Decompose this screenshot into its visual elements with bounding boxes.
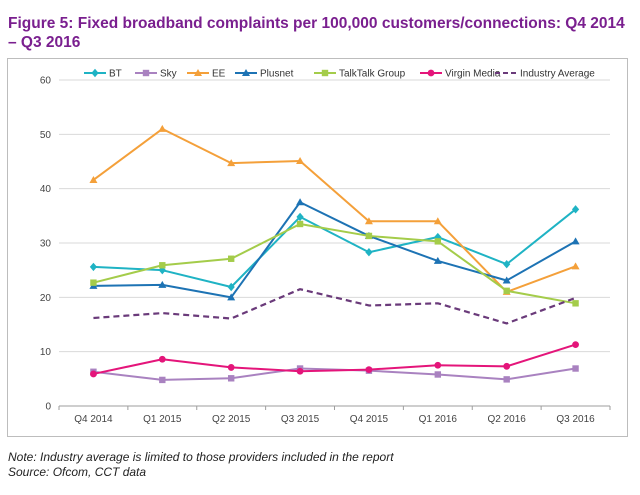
source-text: Source: Ofcom, CCT data [8,465,147,479]
legend-label-bt: BT [109,69,122,80]
data-point-sky [159,376,166,384]
legend-label-ee: EE [212,69,226,80]
data-point-ee [571,262,580,270]
data-point-virgin-media [90,370,97,378]
x-tick-label: Q2 2016 [488,414,527,425]
legend-marker-ee [194,69,202,76]
data-point-virgin-media [227,364,235,371]
x-tick-label: Q3 2016 [556,414,595,425]
data-point-talktalk-group [159,262,166,269]
note-text: Note: Industry average is limited to tho… [8,450,394,464]
data-point-talktalk-group [572,300,579,307]
data-point-virgin-media [503,362,511,370]
data-point-talktalk-group [503,287,510,295]
data-point-bt [503,259,511,269]
y-tick-label: 20 [40,293,52,304]
data-point-bt [227,282,235,292]
data-point-plusnet [296,198,305,206]
legend-label-virgin-media: Virgin Media [445,69,501,80]
data-point-bt [89,262,98,272]
data-point-plusnet [502,276,511,284]
chart-notes: Note: Industry average is limited to tho… [8,450,394,480]
legend-label-sky: Sky [160,69,177,80]
x-tick-label: Q4 2015 [350,414,389,425]
data-point-ee [364,217,373,225]
data-point-talktalk-group [227,255,235,262]
legend-marker-bt [91,68,99,78]
y-tick-label: 30 [40,239,52,250]
data-point-sky [572,365,579,372]
legend-marker-virgin-media [427,69,435,77]
legend-marker-talktalk-group [321,69,329,77]
x-tick-label: Q4 2014 [74,414,113,425]
data-point-plusnet [571,237,580,245]
data-point-plusnet [158,280,167,288]
x-tick-label: Q1 2016 [419,414,458,425]
series-line-ee [92,127,576,293]
legend-label-talktalk-group: TalkTalk Group [339,69,406,80]
y-tick-label: 50 [40,130,52,141]
data-point-bt [296,212,304,222]
data-point-ee [296,156,305,164]
data-point-virgin-media [434,361,442,369]
data-point-talktalk-group [90,279,97,286]
legend-marker-sky [142,69,150,77]
y-tick-label: 60 [40,76,52,87]
data-point-sky [434,371,442,378]
data-point-talktalk-group [365,232,373,240]
data-point-ee [89,175,98,183]
x-tick-label: Q2 2015 [212,414,251,425]
chart-title: Figure 5: Fixed broadband complaints per… [8,15,625,51]
data-point-plusnet [433,256,442,264]
series-line-industry-average [93,288,576,325]
series-line-virgin-media [93,343,576,375]
series-line-talktalk-group [93,222,576,305]
y-tick-label: 40 [40,184,52,195]
legend-label-plusnet: Plusnet [260,69,294,80]
data-point-virgin-media [572,341,579,349]
x-tick-label: Q1 2015 [143,414,182,425]
data-point-virgin-media [296,367,304,375]
data-point-virgin-media [365,366,373,373]
data-point-bt [365,248,373,257]
data-point-bt [571,205,580,214]
legend-label-industry-average: Industry Average [520,69,595,80]
y-tick-label: 10 [40,347,52,358]
data-point-sky [227,375,235,382]
chart-frame [7,58,628,437]
data-point-plusnet [227,293,236,301]
legend-marker-plusnet [242,69,250,76]
series-line-plusnet [93,201,577,299]
data-point-sky [503,376,510,383]
series-line-bt [93,208,577,289]
data-point-talktalk-group [296,220,304,228]
y-tick-label: 0 [45,402,51,413]
data-point-virgin-media [158,355,166,363]
x-tick-label: Q3 2015 [281,414,320,425]
data-point-talktalk-group [434,238,442,245]
data-point-ee [158,124,167,132]
data-point-ee [227,159,236,167]
data-point-ee [433,217,442,225]
